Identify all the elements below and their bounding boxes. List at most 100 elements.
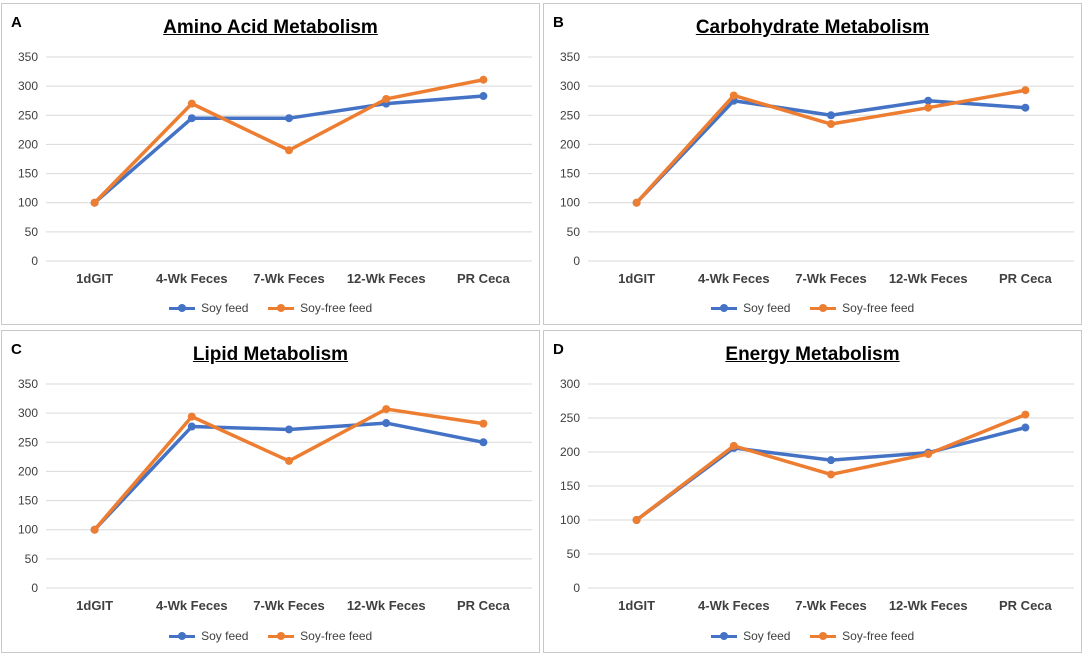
data-point	[632, 198, 641, 207]
legend-item-soy: Soy feed	[168, 301, 249, 315]
legend-label: Soy feed	[743, 301, 791, 315]
legend-swatch	[168, 304, 195, 313]
chart-title: Amino Acid Metabolism	[163, 17, 378, 38]
panel-label: A	[11, 14, 22, 31]
chart-legend: Soy feed Soy-free feed	[544, 301, 1081, 315]
legend-swatch	[809, 632, 836, 641]
y-tick-label: 150	[18, 494, 38, 508]
data-point	[924, 450, 933, 459]
y-tick-label: 100	[560, 196, 580, 210]
legend-swatch	[710, 304, 737, 313]
panel-label: D	[553, 341, 564, 358]
panel-label: B	[553, 14, 564, 31]
y-tick-label: 50	[567, 225, 581, 239]
chart-panel-d: D Energy Metabolism 0 50 100 150 200 250 300 1d…	[543, 330, 1082, 653]
x-tick-label: 4-Wk Feces	[156, 598, 228, 613]
legend-label: Soy-free feed	[842, 301, 915, 315]
y-tick-label: 0	[573, 581, 580, 595]
data-point	[382, 419, 391, 428]
x-tick-label: 7-Wk Feces	[253, 598, 325, 613]
y-tick-label: 250	[18, 108, 38, 122]
y-tick-label: 200	[18, 464, 38, 478]
legend-label: Soy-free feed	[300, 301, 373, 315]
y-tick-label: 200	[560, 137, 580, 151]
y-tick-label: 250	[560, 411, 580, 425]
x-tick-label: PR Ceca	[999, 271, 1053, 286]
legend-swatch	[710, 632, 737, 641]
data-point	[827, 456, 835, 465]
data-point	[729, 91, 738, 100]
x-tick-label: 12-Wk Feces	[347, 271, 426, 286]
data-point	[1021, 410, 1030, 419]
chart-title: Lipid Metabolism	[192, 344, 349, 365]
data-point	[479, 419, 488, 428]
y-tick-label: 100	[18, 196, 38, 210]
x-tick-label: 12-Wk Feces	[889, 598, 968, 613]
legend-item-soy-free: Soy-free feed	[267, 629, 373, 643]
y-tick-label: 250	[18, 435, 38, 449]
line-chart: 0 50 100 150 200 250 300 350 1dGIT 4-Wk Feces 7-Wk…	[560, 50, 1074, 286]
y-tick-label: 50	[567, 547, 581, 561]
data-point	[285, 146, 293, 155]
data-point	[632, 516, 641, 524]
data-point	[479, 438, 488, 447]
y-tick-label: 150	[18, 167, 38, 181]
chart-title: Energy Metabolism	[725, 344, 900, 365]
y-tick-label: 350	[560, 50, 580, 64]
y-tick-label: 300	[18, 406, 38, 420]
data-point	[90, 525, 99, 534]
legend-item-soy: Soy feed	[710, 629, 790, 643]
y-tick-label: 50	[25, 225, 39, 239]
y-tick-label: 300	[18, 79, 38, 93]
series-line	[92, 77, 486, 205]
data-point	[729, 441, 738, 450]
data-point	[382, 94, 391, 103]
chart-title: Carbohydrate Metabolism	[695, 17, 930, 38]
data-point	[187, 412, 196, 421]
legend-swatch	[267, 632, 294, 641]
x-tick-label: 7-Wk Feces	[253, 271, 325, 286]
legend-item-soy-free: Soy-free feed	[809, 301, 915, 315]
series-line	[634, 88, 1028, 205]
data-point	[479, 75, 488, 84]
x-tick-label: 1dGIT	[618, 271, 655, 286]
legend-label: Soy feed	[201, 301, 249, 315]
x-tick-label: 7-Wk Feces	[795, 271, 867, 286]
chart-legend: Soy feed Soy-free feed	[544, 629, 1081, 643]
legend-label: Soy feed	[201, 629, 249, 643]
data-point	[827, 470, 835, 479]
data-point	[285, 456, 293, 465]
y-tick-label: 300	[560, 377, 580, 391]
data-point	[1021, 423, 1030, 432]
data-point	[187, 422, 196, 431]
line-chart: 0 50 100 150 200 250 300 350 1dGIT 4-Wk Feces 7-Wk…	[18, 50, 532, 286]
x-tick-label: PR Ceca	[999, 598, 1053, 613]
line-chart: 0 50 100 150 200 250 300 350 1dGIT 4-Wk Feces 7-Wk…	[18, 377, 532, 613]
data-point	[382, 405, 391, 414]
data-point	[285, 425, 293, 434]
y-tick-label: 250	[560, 108, 580, 122]
y-tick-label: 150	[560, 479, 580, 493]
x-tick-label: 1dGIT	[76, 598, 113, 613]
x-tick-label: PR Ceca	[457, 271, 511, 286]
legend-swatch	[267, 304, 294, 313]
data-point	[1021, 86, 1030, 95]
y-tick-label: 300	[560, 79, 580, 93]
x-tick-label: 4-Wk Feces	[156, 271, 228, 286]
y-tick-label: 350	[18, 377, 38, 391]
legend-swatch	[809, 304, 836, 313]
panel-label: C	[11, 341, 22, 358]
legend-item-soy-free: Soy-free feed	[809, 629, 914, 643]
y-tick-label: 50	[25, 552, 39, 566]
x-tick-label: 12-Wk Feces	[889, 271, 968, 286]
data-point	[924, 103, 933, 112]
x-tick-label: 1dGIT	[618, 598, 655, 613]
data-point	[827, 111, 835, 120]
data-point	[479, 92, 488, 101]
legend-label: Soy-free feed	[300, 629, 373, 643]
x-tick-label: 4-Wk Feces	[698, 271, 770, 286]
data-point	[827, 120, 835, 129]
chart-legend: Soy feed Soy-free feed	[2, 629, 539, 643]
chart-panel-c: C Lipid Metabolism 0 50 100 150 200 250 300 350…	[1, 330, 540, 653]
legend-swatch	[168, 632, 195, 641]
